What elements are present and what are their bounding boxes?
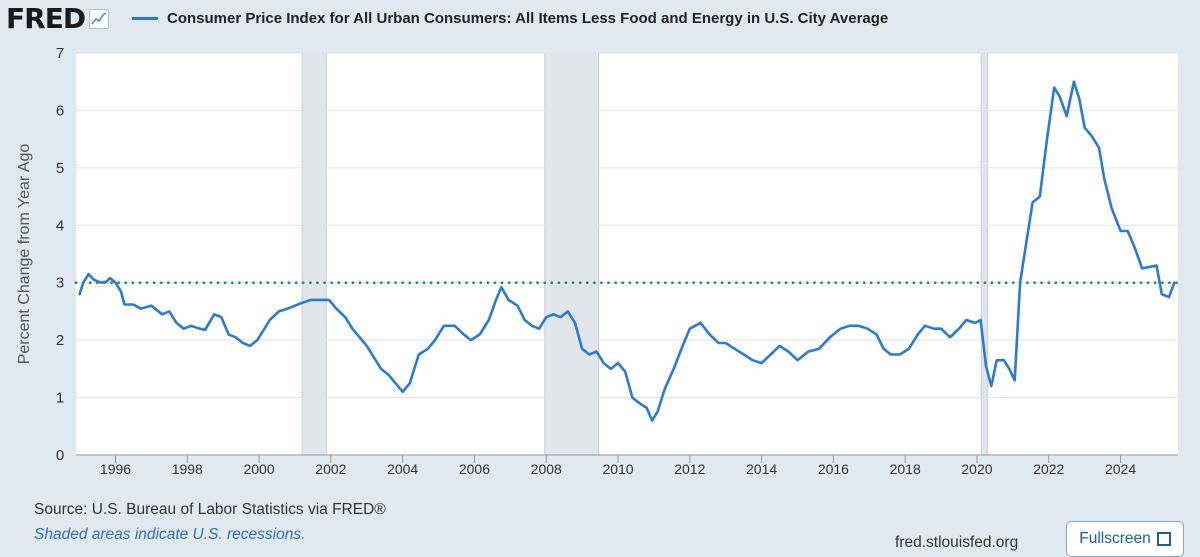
legend-swatch bbox=[132, 17, 158, 20]
x-tick-label: 2018 bbox=[890, 461, 921, 477]
recession-band bbox=[544, 52, 600, 456]
x-tick-label: 2006 bbox=[459, 461, 490, 477]
plot-area bbox=[76, 53, 1178, 455]
source-text: Source: U.S. Bureau of Labor Statistics … bbox=[34, 501, 386, 518]
recession-band bbox=[980, 52, 988, 456]
y-tick-label: 2 bbox=[56, 332, 64, 349]
x-tick-label: 2024 bbox=[1105, 461, 1136, 477]
x-tick-label: 2004 bbox=[387, 461, 418, 477]
x-tick-label: 2000 bbox=[243, 461, 274, 477]
y-tick-label: 3 bbox=[56, 275, 64, 292]
series-line bbox=[78, 80, 1176, 422]
x-tick-label: 2016 bbox=[818, 461, 849, 477]
x-tick-label: 2014 bbox=[746, 461, 777, 477]
site-url[interactable]: fred.stlouisfed.org bbox=[895, 534, 1019, 551]
fullscreen-label: Fullscreen bbox=[1079, 530, 1151, 547]
y-tick-label: 6 bbox=[56, 102, 64, 119]
expand-corners-icon bbox=[1156, 532, 1171, 546]
y-tick-label: 7 bbox=[56, 45, 64, 62]
y-tick-label: 0 bbox=[56, 447, 64, 464]
chart-legend: Consumer Price Index for All Urban Consu… bbox=[132, 10, 888, 27]
fred-logo[interactable]: FRED bbox=[6, 2, 110, 35]
y-axis-title: Percent Change from Year Ago bbox=[16, 144, 33, 365]
y-tick-label: 1 bbox=[56, 390, 64, 407]
fred-logo-text: FRED bbox=[6, 2, 86, 35]
recession-note: Shaded areas indicate U.S. recessions. bbox=[34, 526, 306, 543]
line-chart-icon bbox=[89, 9, 110, 29]
x-tick-label: 1996 bbox=[100, 461, 131, 477]
recession-band bbox=[301, 52, 327, 456]
fullscreen-button[interactable]: Fullscreen bbox=[1066, 521, 1184, 557]
y-tick-label: 5 bbox=[56, 160, 64, 177]
x-tick-label: 2022 bbox=[1033, 461, 1064, 477]
x-tick-label: 2012 bbox=[674, 461, 705, 477]
legend-label[interactable]: Consumer Price Index for All Urban Consu… bbox=[167, 10, 889, 27]
x-tick-label: 2002 bbox=[315, 461, 346, 477]
x-tick-label: 2008 bbox=[531, 461, 562, 477]
y-tick-label: 4 bbox=[56, 217, 64, 234]
x-tick-label: 1998 bbox=[172, 461, 203, 477]
x-tick-label: 2010 bbox=[602, 461, 633, 477]
line-chart[interactable]: 0 1 2 3 4 5 6 7 1996 1998 2000 2002 2004 2006 2008 2010… bbox=[0, 0, 1200, 500]
x-tick-label: 2020 bbox=[961, 461, 992, 477]
